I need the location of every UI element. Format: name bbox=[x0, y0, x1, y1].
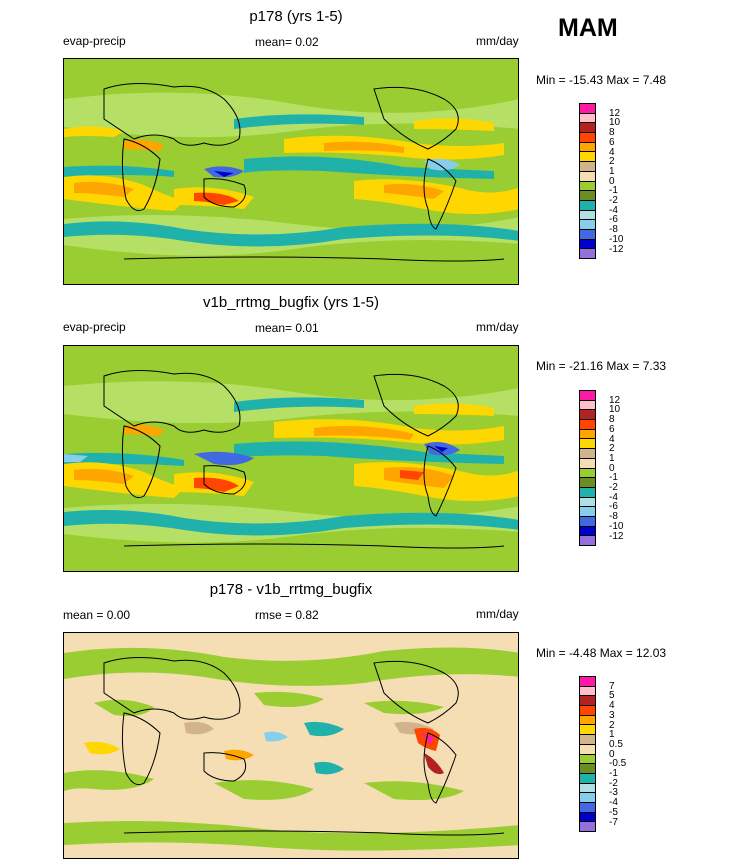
colorbar-level-label: -1 bbox=[609, 768, 618, 779]
colorbar-level-label: 12 bbox=[609, 107, 621, 119]
panel2-units: mm/day bbox=[476, 320, 519, 334]
colorbar-level-label: -12 bbox=[609, 243, 624, 255]
colorbar-level-label: -8 bbox=[609, 511, 618, 523]
panel2-mean: mean= 0.01 bbox=[255, 321, 319, 335]
colorbar-level-label: 0 bbox=[609, 462, 615, 474]
colorbar-level-label: 0 bbox=[609, 175, 615, 187]
colorbar-level-label: -10 bbox=[609, 233, 624, 245]
colorbar-level-label: -4 bbox=[609, 204, 618, 216]
panel2-colorbar: 12 10 8 6 4 2 1 0 -1 -2 -4 -6 -8 -10 -12 bbox=[579, 390, 623, 546]
panel1-minmax: Min = -15.43 Max = 7.48 bbox=[536, 73, 667, 87]
panel2-map bbox=[63, 345, 519, 572]
panel2-title: v1b_rrtmg_bugfix (yrs 1-5) bbox=[203, 294, 379, 311]
colorbar-level-label: 2 bbox=[609, 719, 615, 731]
colorbar-level-label: 4 bbox=[609, 700, 615, 712]
colorbar-level-label: 8 bbox=[609, 414, 615, 426]
colorbar-level-label: 10 bbox=[609, 117, 621, 129]
colorbar-level-label: 1 bbox=[609, 729, 615, 741]
panel2-variable: evap-precip bbox=[63, 320, 126, 334]
colorbar-swatch bbox=[579, 821, 596, 832]
colorbar-level-label: 0.5 bbox=[609, 738, 623, 750]
panel3-mean: mean = 0.00 bbox=[63, 608, 131, 622]
colorbar-level-label: -8 bbox=[609, 224, 618, 236]
colorbar-level-label: 8 bbox=[609, 127, 615, 139]
colorbar-level-label: 3 bbox=[609, 709, 615, 721]
colorbar-level-label: -5 bbox=[609, 806, 618, 818]
panel1-mean: mean= 0.02 bbox=[255, 35, 319, 49]
panel1-colorbar: 12 10 8 6 4 2 1 0 -1 -2 -4 -6 -8 -10 -12 bbox=[579, 103, 623, 259]
colorbar-level-label: -4 bbox=[609, 491, 618, 503]
colorbar-level-label: 2 bbox=[609, 156, 615, 168]
colorbar-level-label: -6 bbox=[609, 501, 618, 513]
colorbar-level-label: -4 bbox=[609, 797, 618, 809]
panel1-map bbox=[63, 58, 519, 285]
colorbar-level-label: 4 bbox=[609, 433, 615, 445]
panel1-units: mm/day bbox=[476, 34, 519, 48]
panel3-map bbox=[63, 632, 519, 859]
panel3-minmax: Min = -4.48 Max = 12.03 bbox=[536, 646, 667, 660]
colorbar-level-label: -12 bbox=[609, 530, 624, 542]
season-label: MAM bbox=[558, 14, 618, 42]
panel2-minmax: Min = -21.16 Max = 7.33 bbox=[536, 359, 667, 373]
colorbar-level-label: 0 bbox=[609, 748, 615, 760]
panel3-title: p178 - v1b_rrtmg_bugfix bbox=[209, 581, 373, 598]
colorbar-level-label: -1 bbox=[609, 185, 618, 197]
colorbar-level-label: -10 bbox=[609, 520, 624, 532]
colorbar-level-label: 5 bbox=[609, 690, 615, 702]
colorbar-level-label: -2 bbox=[609, 777, 618, 789]
colorbar-level-label: 1 bbox=[609, 165, 615, 177]
colorbar-level-label: 2 bbox=[609, 443, 615, 455]
panel3-units: mm/day bbox=[476, 607, 519, 621]
colorbar-level-label: 7 bbox=[609, 680, 615, 692]
colorbar-level-label: 1 bbox=[609, 452, 615, 464]
colorbar-level-label: -2 bbox=[609, 482, 618, 493]
colorbar-level-label: -0.5 bbox=[609, 758, 627, 770]
panel3-colorbar: 7 5 4 3 2 1 0.5 0 -0.5 -1 -2 -3 -4 -5 -7 bbox=[579, 676, 626, 832]
panel1-title: p178 (yrs 1-5) bbox=[249, 8, 343, 25]
colorbar-level-label: 10 bbox=[609, 404, 621, 416]
panel1-variable: evap-precip bbox=[63, 34, 126, 48]
colorbar-level-label: 6 bbox=[609, 136, 615, 148]
colorbar-level-label: -6 bbox=[609, 214, 618, 226]
colorbar-level-label: -2 bbox=[609, 195, 618, 206]
colorbar-level-label: -1 bbox=[609, 472, 618, 484]
panel3-rmse: rmse = 0.82 bbox=[255, 608, 319, 622]
colorbar-level-label: -7 bbox=[609, 816, 618, 828]
colorbar-swatch bbox=[579, 248, 596, 259]
colorbar-level-label: 4 bbox=[609, 146, 615, 158]
colorbar-level-label: -3 bbox=[609, 787, 618, 799]
colorbar-swatch bbox=[579, 535, 596, 546]
colorbar-level-label: 12 bbox=[609, 394, 621, 406]
colorbar-level-label: 6 bbox=[609, 423, 615, 435]
